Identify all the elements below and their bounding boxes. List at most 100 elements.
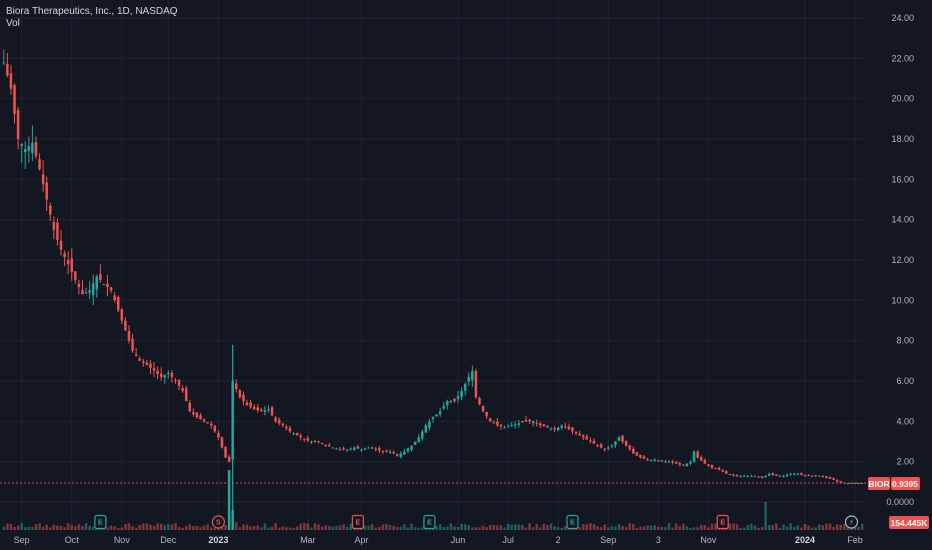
volume-bar [320,526,324,530]
volume-bar [252,526,256,530]
candle-body [646,459,649,461]
candle-body [735,475,739,477]
candle-body [370,447,374,449]
volume-bar [399,526,403,530]
volume-bar [438,524,442,530]
candle-body [853,483,857,485]
volume-bar [324,525,327,530]
price-badge-symbol: BIOR [868,479,889,489]
volume-bar [213,527,217,530]
candlesticks[interactable] [2,50,864,530]
volume-bar [328,526,331,530]
candle-body [589,440,592,442]
volume-bar [485,527,488,530]
earnings-event-marker[interactable]: E [423,514,436,530]
volume-bar [421,527,424,530]
volume-bar [288,527,292,530]
candle-body [549,428,553,430]
candle-body [285,426,288,429]
volume-bar [267,527,270,530]
volume-bar [671,527,674,530]
volume-bar [299,523,302,530]
volume-bar [825,523,828,530]
price-badge: BIOR 0.9395 [868,477,920,490]
candle-body [746,475,750,477]
candle-body [27,146,31,151]
volume-badge: 154.445K [889,516,929,529]
volume-bar [578,527,581,530]
volume-bar [775,523,778,530]
candle-body [220,437,224,448]
volume-bar [349,523,352,530]
x-tick-label: Nov [114,535,131,545]
earnings-event-marker[interactable]: E [716,514,729,530]
y-tick-label: 2.00 [896,457,914,467]
volume-bar [449,523,453,530]
candle-body [803,474,807,476]
candle-body [596,445,599,447]
candle-body [277,419,281,424]
volume-bar [750,523,753,530]
volume-label[interactable]: Vol [6,18,20,29]
volume-bar [610,525,614,530]
volume-bar [184,526,188,530]
split-event-marker[interactable]: S [211,515,225,529]
volume-bar [263,523,267,530]
flash-event-marker[interactable]: ⚡ [844,515,859,529]
candle-body [603,448,606,450]
candle-body [446,401,449,406]
symbol-title[interactable]: Biora Therapeutics, Inc., 1D, NASDAQ [6,6,178,17]
time-axis[interactable]: Sep Oct Nov Dec 2023 Mar Apr Jun Jul 2 Sep 3 Nov 2024… [14,535,863,545]
candle-body [782,475,785,477]
volume-bar [209,527,213,530]
candle-body [485,412,488,417]
volume-bar [295,526,299,530]
volume-bar [2,526,6,530]
price-axis[interactable]: 24.00 22.00 20.00 18.00 16.00 14.00 12.00 10.00… [886,13,914,507]
candle-body [41,174,45,185]
candle-body [99,273,102,281]
volume-bar [782,524,785,530]
volume-bar [245,524,249,530]
volume-bar [778,527,782,530]
volume-bar [313,523,317,530]
earnings-event-marker[interactable]: E [94,514,107,530]
volume-bar [599,527,603,530]
volume-bar [302,523,306,530]
volume-bar [446,526,449,530]
candle-body [134,354,138,356]
volume-bar [41,526,45,530]
volume-bar [596,526,599,530]
volume-bar [388,525,392,530]
candle-body [142,361,145,363]
volume-bar [589,523,592,530]
x-tick-label: Sep [600,535,616,545]
volume-bar [188,524,192,530]
candle-body [503,427,506,429]
candle-body [392,452,395,454]
volume-bar [835,524,839,530]
candle-body [174,380,177,382]
candle-body [460,391,463,398]
event-markers[interactable]: E S E E E E ⚡ [94,514,859,530]
volume-bar [460,523,463,530]
candle-body [674,462,678,464]
candle-body [56,222,59,240]
candle-body [163,374,166,378]
volume-bar [803,523,807,530]
volume-bar [34,524,38,530]
earnings-event-marker[interactable]: E [351,514,364,530]
candle-body [810,475,814,477]
volume-bar [109,525,113,530]
volume-bar [106,527,109,530]
candle-body [156,370,159,374]
candle-body [106,283,109,288]
earnings-event-marker[interactable]: E [566,514,579,530]
candle-body [717,468,721,470]
volume-bar [45,524,48,530]
y-tick-label: 10.00 [891,295,914,305]
candle-body [252,406,256,410]
candle-body [678,463,682,465]
